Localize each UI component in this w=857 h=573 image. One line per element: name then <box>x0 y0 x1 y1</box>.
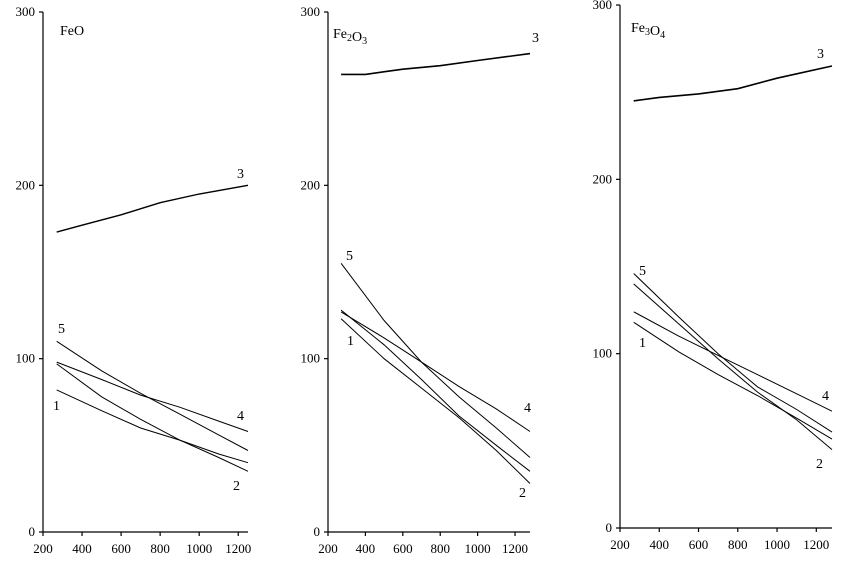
series-label-0-5: 5 <box>58 322 65 337</box>
series-label-2-3: 3 <box>817 47 824 62</box>
series-label-1-2: 2 <box>519 486 526 501</box>
y-tick-label-1-2: 200 <box>301 177 321 192</box>
series-line-2-4 <box>633 311 833 412</box>
y-tick-label-0-3: 300 <box>16 4 36 19</box>
series-label-2-1: 1 <box>639 336 646 351</box>
x-tick-label-2-5: 1200 <box>803 537 829 552</box>
x-tick-label-2-3: 800 <box>728 537 748 552</box>
y-tick-label-0-1: 100 <box>16 351 36 366</box>
series-label-0-3: 3 <box>237 167 244 182</box>
series-line-1-3 <box>341 52 531 76</box>
x-tick-label-0-3: 800 <box>150 541 170 556</box>
x-tick-label-2-4: 1000 <box>764 537 790 552</box>
series-label-1-4: 4 <box>524 401 531 416</box>
y-tick-label-2-1: 100 <box>593 346 613 361</box>
x-tick-label-2-2: 600 <box>689 537 709 552</box>
x-tick-label-1-5: 1200 <box>502 541 528 556</box>
series-label-0-2: 2 <box>233 479 240 494</box>
x-tick-label-1-1: 400 <box>356 541 376 556</box>
series-line-2-2 <box>633 283 833 450</box>
y-tick-label-0-2: 200 <box>16 177 36 192</box>
x-tick-label-0-2: 600 <box>111 541 131 556</box>
series-label-2-5: 5 <box>639 264 646 279</box>
series-line-0-1 <box>56 389 249 464</box>
x-tick-label-1-2: 600 <box>393 541 413 556</box>
x-tick-label-1-0: 200 <box>318 541 338 556</box>
x-tick-label-0-5: 1200 <box>225 541 251 556</box>
x-tick-label-1-4: 1000 <box>465 541 491 556</box>
x-tick-label-0-0: 200 <box>33 541 53 556</box>
series-line-2-5 <box>633 273 833 433</box>
x-tick-label-0-4: 1000 <box>186 541 212 556</box>
series-line-2-1 <box>633 321 833 440</box>
panel-title-0: FeO <box>60 24 84 39</box>
series-label-1-3: 3 <box>532 31 539 46</box>
panel-title-1: Fe2O3 <box>333 27 367 47</box>
series-line-0-3 <box>56 184 249 233</box>
series-label-0-4: 4 <box>237 409 244 424</box>
panel-title-2: Fe3O4 <box>631 21 665 41</box>
y-tick-label-2-2: 200 <box>593 171 613 186</box>
series-label-2-4: 4 <box>822 389 829 404</box>
series-line-1-1 <box>340 318 531 484</box>
series-line-0-4 <box>56 361 249 432</box>
series-line-1-4 <box>340 311 531 432</box>
series-line-2-3 <box>633 65 833 102</box>
series-line-1-2 <box>340 309 531 472</box>
x-tick-label-2-1: 400 <box>650 537 670 552</box>
series-line-0-5 <box>56 340 249 451</box>
series-label-0-1: 1 <box>53 399 60 414</box>
series-label-2-2: 2 <box>816 457 823 472</box>
series-label-1-5: 5 <box>346 249 353 264</box>
y-tick-label-1-3: 300 <box>301 4 321 19</box>
x-tick-label-0-1: 400 <box>72 541 92 556</box>
y-tick-label-0-0: 0 <box>29 524 36 539</box>
x-tick-label-1-3: 800 <box>430 541 450 556</box>
x-tick-label-2-0: 200 <box>610 537 630 552</box>
y-tick-label-1-1: 100 <box>301 351 321 366</box>
series-line-0-2 <box>56 363 249 472</box>
y-tick-label-1-0: 0 <box>314 524 321 539</box>
y-tick-label-2-0: 0 <box>606 520 613 535</box>
series-line-1-5 <box>340 262 531 458</box>
series-label-1-1: 1 <box>347 334 354 349</box>
y-tick-label-2-3: 300 <box>593 0 613 12</box>
